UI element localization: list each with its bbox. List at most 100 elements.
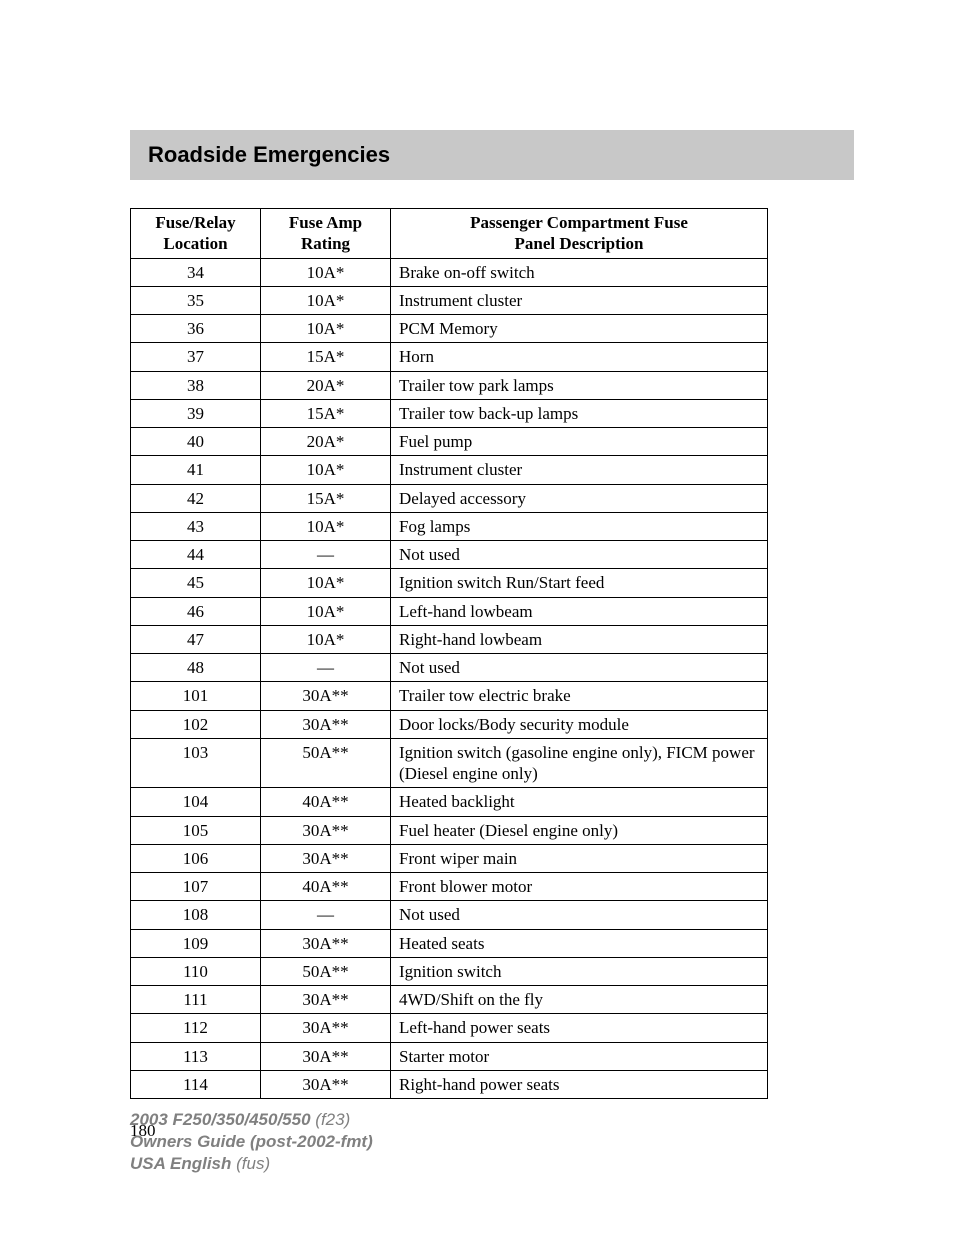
page-container: Roadside Emergencies Fuse/Relay Location… [0,0,954,1235]
table-row: 4510A*Ignition switch Run/Start feed [131,569,768,597]
cell-location: 34 [131,258,261,286]
cell-description: Ignition switch [391,957,768,985]
cell-rating: 40A** [261,788,391,816]
cell-description: Fog lamps [391,512,768,540]
cell-description: Right-hand lowbeam [391,625,768,653]
table-row: 4610A*Left-hand lowbeam [131,597,768,625]
cell-location: 41 [131,456,261,484]
cell-location: 46 [131,597,261,625]
table-row: 3715A*Horn [131,343,768,371]
cell-description: Trailer tow back-up lamps [391,399,768,427]
cell-location: 36 [131,315,261,343]
table-header-row: Fuse/Relay Location Fuse Amp Rating Pass… [131,209,768,259]
col-header-description: Passenger Compartment Fuse Panel Descrip… [391,209,768,259]
footer-model: 2003 F250/350/450/550 [130,1110,311,1129]
cell-description: Ignition switch Run/Start feed [391,569,768,597]
table-row: 10350A**Ignition switch (gasoline engine… [131,738,768,788]
cell-rating: 20A* [261,371,391,399]
cell-location: 110 [131,957,261,985]
cell-location: 45 [131,569,261,597]
col-header-description-l2: Panel Description [515,234,644,253]
cell-location: 105 [131,816,261,844]
table-row: 11330A**Starter motor [131,1042,768,1070]
section-title: Roadside Emergencies [148,142,836,168]
table-row: 4110A*Instrument cluster [131,456,768,484]
section-header-bar: Roadside Emergencies [130,130,854,180]
cell-description: Trailer tow electric brake [391,682,768,710]
table-row: 3610A*PCM Memory [131,315,768,343]
cell-description: Brake on-off switch [391,258,768,286]
col-header-description-l1: Passenger Compartment Fuse [470,213,688,232]
cell-location: 112 [131,1014,261,1042]
cell-description: PCM Memory [391,315,768,343]
table-row: 11230A**Left-hand power seats [131,1014,768,1042]
cell-description: Front wiper main [391,844,768,872]
table-row: 11130A**4WD/Shift on the fly [131,986,768,1014]
cell-description: Fuel pump [391,428,768,456]
cell-description: Heated seats [391,929,768,957]
footer-block: 2003 F250/350/450/550 (f23) Owners Guide… [130,1109,373,1175]
cell-location: 114 [131,1070,261,1098]
table-row: 4215A*Delayed accessory [131,484,768,512]
footer-guide: Owners Guide (post-2002-fmt) [130,1132,373,1151]
cell-description: Door locks/Body security module [391,710,768,738]
footer-line-1: 2003 F250/350/450/550 (f23) [130,1109,373,1131]
cell-description: Instrument cluster [391,456,768,484]
cell-location: 106 [131,844,261,872]
cell-location: 40 [131,428,261,456]
cell-rating: 10A* [261,315,391,343]
footer-line-3: USA English (fus) [130,1153,373,1175]
cell-location: 39 [131,399,261,427]
table-row: 10440A**Heated backlight [131,788,768,816]
cell-location: 47 [131,625,261,653]
cell-rating: 10A* [261,258,391,286]
cell-description: Trailer tow park lamps [391,371,768,399]
table-row: 3410A*Brake on-off switch [131,258,768,286]
footer-code-1: (f23) [315,1110,350,1129]
cell-rating: 10A* [261,286,391,314]
cell-location: 37 [131,343,261,371]
table-row: 10230A**Door locks/Body security module [131,710,768,738]
table-row: 3915A*Trailer tow back-up lamps [131,399,768,427]
cell-location: 44 [131,541,261,569]
table-row: 4310A*Fog lamps [131,512,768,540]
cell-description: Left-hand lowbeam [391,597,768,625]
cell-rating: — [261,541,391,569]
cell-location: 48 [131,654,261,682]
cell-description: Starter motor [391,1042,768,1070]
cell-description: Front blower motor [391,873,768,901]
col-header-rating: Fuse Amp Rating [261,209,391,259]
cell-description: 4WD/Shift on the fly [391,986,768,1014]
cell-location: 101 [131,682,261,710]
table-row: 48—Not used [131,654,768,682]
table-row: 3510A*Instrument cluster [131,286,768,314]
table-row: 4020A*Fuel pump [131,428,768,456]
cell-rating: 10A* [261,625,391,653]
cell-rating: 15A* [261,484,391,512]
cell-description: Left-hand power seats [391,1014,768,1042]
cell-rating: 15A* [261,343,391,371]
cell-rating: 10A* [261,512,391,540]
cell-location: 35 [131,286,261,314]
cell-description: Delayed accessory [391,484,768,512]
cell-rating: 30A** [261,986,391,1014]
cell-location: 108 [131,901,261,929]
cell-rating: 20A* [261,428,391,456]
cell-location: 102 [131,710,261,738]
table-head: Fuse/Relay Location Fuse Amp Rating Pass… [131,209,768,259]
cell-rating: 10A* [261,569,391,597]
cell-rating: 40A** [261,873,391,901]
cell-location: 103 [131,738,261,788]
cell-rating: 30A** [261,682,391,710]
cell-location: 111 [131,986,261,1014]
col-header-rating-l2: Rating [301,234,350,253]
cell-description: Fuel heater (Diesel engine only) [391,816,768,844]
table-row: 4710A*Right-hand lowbeam [131,625,768,653]
cell-description: Not used [391,654,768,682]
cell-rating: 10A* [261,456,391,484]
cell-description: Horn [391,343,768,371]
col-header-location-l2: Location [163,234,227,253]
cell-rating: 30A** [261,710,391,738]
col-header-location: Fuse/Relay Location [131,209,261,259]
cell-rating: 10A* [261,597,391,625]
